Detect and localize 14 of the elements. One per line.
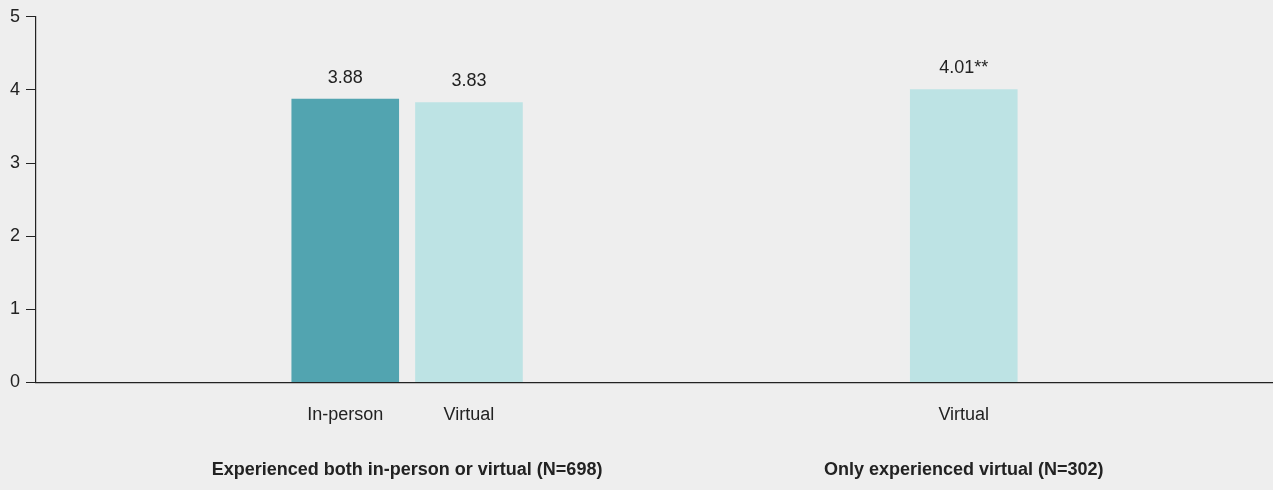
x-tick-label: In-person	[307, 404, 384, 425]
text: Experienced both in-person or virtual (N=698)	[211, 458, 603, 479]
data-label: 3.83	[451, 70, 487, 91]
y-tick-label: 1	[10, 298, 21, 319]
y-tick-label: 3	[10, 152, 21, 173]
data-label: 3.88	[327, 66, 363, 87]
x-tick-label: Virtual	[938, 404, 990, 425]
x-tick-label: Virtual	[443, 404, 495, 425]
y-tick-label: 0	[10, 371, 21, 392]
y-tick-label: 4	[10, 78, 21, 99]
data-label: 4.01**	[939, 57, 989, 78]
y-tick-label: 5	[10, 5, 21, 26]
y-tick-label: 2	[10, 225, 21, 246]
text: Only experienced virtual (N=302)	[823, 458, 1104, 479]
